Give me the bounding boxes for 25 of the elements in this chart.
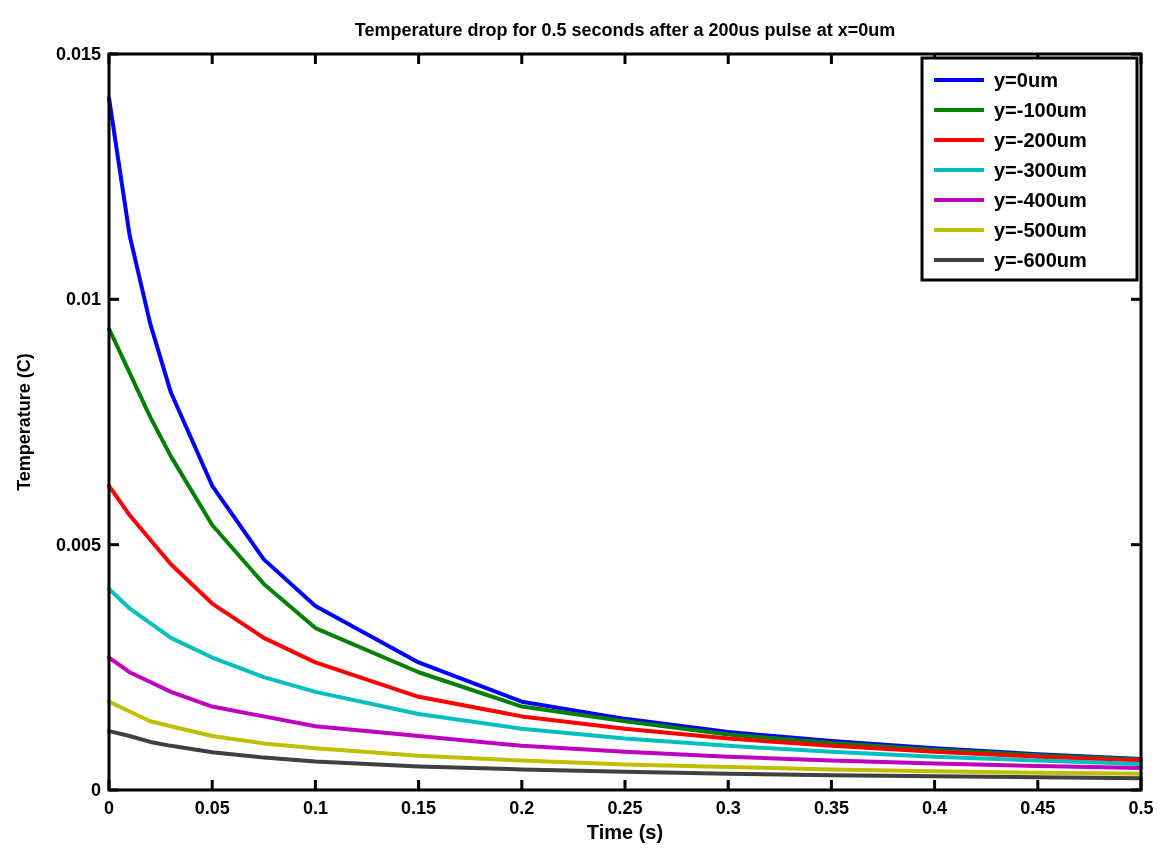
x-tick-label: 0.05 (194, 798, 230, 818)
legend-label: y=-600um (994, 249, 1087, 271)
x-tick-label: 0.25 (607, 798, 643, 818)
y-tick-label: 0.01 (65, 289, 101, 310)
legend-label: y=-200um (994, 129, 1087, 151)
x-tick-label: 0.4 (922, 798, 948, 818)
legend-label: y=-500um (994, 219, 1087, 241)
y-tick-label: 0 (90, 780, 101, 800)
x-tick-label: 0.3 (715, 798, 741, 818)
x-tick-label: 0.45 (1020, 798, 1056, 818)
x-tick-label: 0.35 (813, 798, 849, 818)
legend-label: y=0um (994, 69, 1058, 91)
x-tick-label: 0.1 (302, 798, 328, 818)
y-tick-label: 0.005 (55, 534, 101, 555)
x-tick-label: 0.2 (509, 798, 535, 818)
x-tick-label: 0.15 (401, 798, 437, 818)
x-axis-title: Time (s) (586, 821, 664, 843)
chart-title: Temperature drop for 0.5 seconds after a 200us pulse at x=0um (354, 20, 896, 40)
legend-label: y=-300um (994, 159, 1087, 181)
legend-label: y=-400um (994, 189, 1087, 211)
y-axis-title: Temperature (C) (14, 353, 34, 491)
x-tick-label: 0.5 (1128, 798, 1154, 818)
x-tick-label: 0 (103, 798, 115, 818)
legend-label: y=-100um (994, 99, 1087, 121)
y-tick-label: 0.015 (55, 44, 101, 64)
